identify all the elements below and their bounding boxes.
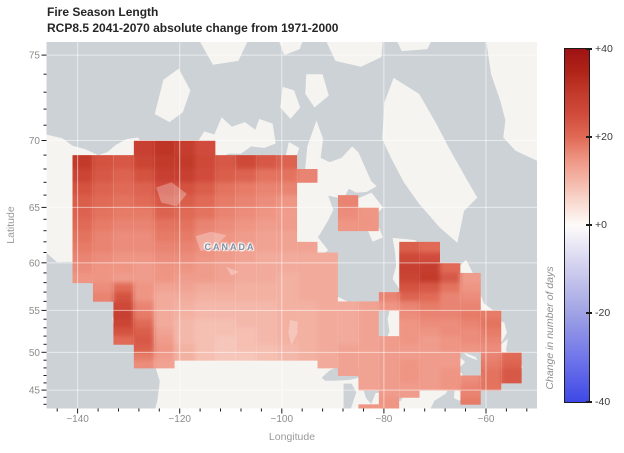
svg-text:−60: −60 (478, 414, 495, 425)
colorbar-tick-label: +20 (595, 130, 613, 143)
colorbar-tick-label: -20 (595, 307, 611, 320)
svg-text:50: 50 (29, 348, 41, 359)
country-label: CANADA (204, 242, 256, 252)
colorbar-label: Change in number of days (544, 266, 556, 390)
y-axis-label: Latitude (5, 206, 17, 244)
colorbar-tick-label: +0 (595, 219, 607, 231)
chart-subtitle: RCP8.5 2041-2070 absolute change from 19… (47, 20, 339, 35)
x-tick-labels: −140 −120 −100 −80 −60 (66, 414, 495, 425)
colorbar-tick (586, 47, 592, 50)
colorbar-tick (586, 224, 592, 226)
svg-text:75: 75 (29, 51, 41, 62)
heatmap-cells (72, 140, 522, 409)
y-tick-labels: 45 50 55 60 65 70 75 (29, 51, 41, 397)
chart-title: Fire Season Length (47, 5, 159, 19)
svg-text:60: 60 (29, 258, 41, 269)
colorbar-tick-label: -40 (595, 395, 611, 408)
svg-text:65: 65 (29, 203, 41, 214)
svg-text:−120: −120 (168, 414, 191, 425)
graticule (46, 42, 537, 409)
chart-title-block: Fire Season Length RCP8.5 2041-2070 abso… (47, 5, 338, 36)
map-layers (46, 42, 537, 409)
colorbar-tick (586, 400, 592, 403)
colorbar-tick (586, 135, 592, 138)
svg-text:−140: −140 (66, 414, 89, 425)
svg-text:70: 70 (29, 136, 41, 147)
colorbar-tick-label: +40 (595, 42, 613, 55)
x-axis-label: Longitude (268, 431, 316, 443)
y-axis (41, 54, 47, 405)
svg-text:45: 45 (29, 386, 41, 397)
svg-text:−100: −100 (271, 414, 294, 425)
colorbar-tick (586, 312, 592, 315)
svg-text:−80: −80 (375, 414, 392, 425)
x-axis (56, 408, 528, 414)
svg-text:55: 55 (29, 306, 41, 317)
